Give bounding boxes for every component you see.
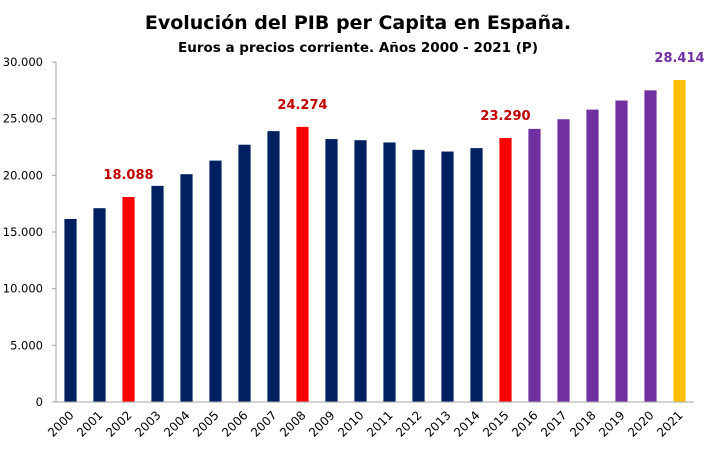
bar-2008 — [296, 126, 309, 403]
x-tick-label: 2000 — [45, 408, 76, 439]
bar-2020 — [644, 90, 657, 402]
x-tick-label: 2002 — [103, 408, 134, 439]
data-labels: 18.088 24.274 23.290 28.414 — [103, 51, 704, 183]
x-tick-label: 2014 — [451, 408, 482, 439]
bar-2018 — [586, 109, 599, 402]
x-tick-label: 2011 — [364, 408, 395, 439]
x-tick-label: 2015 — [480, 408, 511, 439]
bar-2007 — [267, 131, 280, 402]
bar-2000 — [64, 218, 77, 402]
bar-2001 — [93, 208, 106, 402]
bar-2011 — [383, 142, 396, 402]
bar-2019 — [615, 100, 628, 403]
bar-2009 — [325, 139, 338, 403]
y-tick-label: 15.000 — [3, 225, 43, 239]
x-tick-label: 2017 — [538, 408, 569, 439]
bar-2017 — [557, 119, 570, 402]
bar-2021 — [673, 79, 686, 402]
x-tick-label: 2006 — [219, 408, 250, 439]
y-tick-label: 5.000 — [10, 338, 43, 352]
bar-2003 — [151, 185, 164, 402]
bar-2010 — [354, 140, 367, 402]
x-tick-label: 2004 — [161, 408, 192, 439]
x-tick-label: 2001 — [74, 408, 105, 439]
y-tick-label: 20.000 — [3, 168, 43, 182]
x-tick-label: 2005 — [190, 408, 221, 439]
y-tick-label: 30.000 — [3, 55, 43, 69]
x-tick-label: 2008 — [277, 408, 308, 439]
x-tick-label: 2012 — [393, 408, 424, 439]
bar-2004 — [180, 174, 193, 402]
y-axis: 0 5.000 10.000 15.000 20.000 25.000 30.000 — [3, 55, 57, 409]
data-label-2015: 23.290 — [480, 109, 530, 124]
data-label-2002: 18.088 — [103, 168, 153, 183]
chart-subtitle: Euros a precios corriente. Años 2000 - 2… — [178, 40, 538, 56]
data-label-2021: 28.414 — [654, 51, 704, 66]
y-tick-label: 10.000 — [3, 282, 43, 296]
bars — [64, 79, 686, 403]
bar-2012 — [412, 149, 425, 402]
bar-2014 — [470, 148, 483, 402]
x-tick-label: 2013 — [422, 408, 453, 439]
y-tick-label: 0 — [36, 395, 43, 409]
x-tick-label: 2019 — [596, 408, 627, 439]
y-tick-label: 25.000 — [3, 112, 43, 126]
x-tick-label: 2016 — [509, 408, 540, 439]
chart-title: Evolución del PIB per Capita en España. — [145, 12, 571, 34]
x-tick-label: 2018 — [567, 408, 598, 439]
bar-2006 — [238, 144, 251, 402]
data-label-2008: 24.274 — [277, 98, 327, 113]
x-tick-label: 2020 — [625, 408, 656, 439]
bar-2013 — [441, 151, 454, 402]
bar-2015 — [499, 138, 512, 402]
x-tick-label: 2021 — [654, 408, 685, 439]
x-tick-label: 2007 — [248, 408, 279, 439]
bar-2016 — [528, 128, 541, 402]
bar-2005 — [209, 160, 222, 402]
bar-2002 — [122, 197, 135, 402]
x-axis: 2000200120022003200420052006200720082009… — [45, 401, 694, 440]
x-tick-label: 2009 — [306, 408, 337, 439]
x-tick-label: 2003 — [132, 408, 163, 439]
x-tick-label: 2010 — [335, 408, 366, 439]
